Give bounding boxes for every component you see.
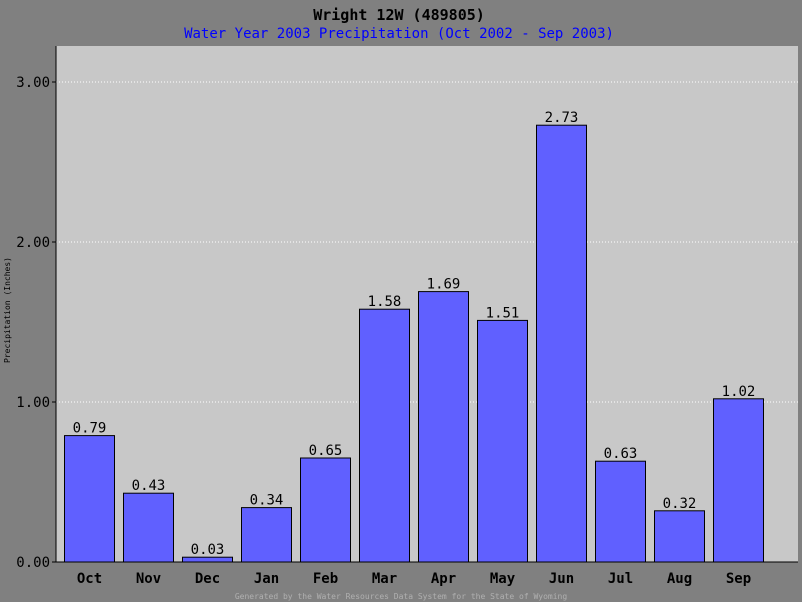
bar [241, 507, 292, 563]
bar [477, 319, 528, 563]
bar [713, 398, 764, 563]
chart-subtitle: Water Year 2003 Precipitation (Oct 2002 … [184, 26, 614, 42]
bar [536, 124, 587, 563]
bar-value-label: 0.34 [250, 493, 284, 509]
x-tick-label: Oct [77, 571, 102, 587]
x-tick-label: Jan [254, 571, 279, 587]
bar [123, 492, 174, 563]
bar [64, 435, 115, 563]
y-tick-label: 2.00 [16, 235, 50, 251]
bar [418, 291, 469, 563]
bar-value-label: 0.43 [132, 478, 166, 494]
y-axis-label: Precipitation (Inches) [3, 257, 12, 363]
bar-value-label: 0.63 [604, 446, 638, 462]
bars-layer [64, 124, 764, 563]
labels-layer: 0.00 1.00 2.00 3.00 0.79 Oct 0.43 Nov 0.03 Dec 0.3… [16, 75, 755, 587]
bar-value-label: 1.58 [368, 294, 402, 310]
x-tick-label: Dec [195, 571, 220, 587]
x-tick-label: Feb [313, 571, 338, 587]
chart-title: Wright 12W (489805) [313, 6, 485, 24]
bar-value-label: 0.79 [73, 421, 107, 437]
bar-value-label: 1.51 [486, 305, 520, 321]
x-tick-label: Jun [549, 571, 574, 587]
bar [654, 510, 705, 563]
bar [359, 308, 410, 563]
x-tick-label: Aug [667, 571, 692, 587]
x-tick-label: Nov [136, 571, 161, 587]
y-tick-label: 1.00 [16, 395, 50, 411]
bar-value-label: 1.69 [427, 277, 461, 293]
y-tick-label: 3.00 [16, 75, 50, 91]
bar-value-label: 0.32 [663, 496, 697, 512]
bar-value-label: 2.73 [545, 110, 579, 126]
y-tick-label: 0.00 [16, 555, 50, 571]
bar-value-label: 0.03 [191, 542, 225, 558]
x-tick-label: Sep [726, 571, 751, 587]
bar [595, 460, 646, 563]
grid-layer [52, 81, 798, 563]
x-tick-label: Jul [608, 571, 633, 587]
x-tick-label: May [490, 571, 516, 587]
bar-value-label: 0.65 [309, 443, 343, 459]
footer-credit: Generated by the Water Resources Data Sy… [235, 592, 568, 601]
bar [300, 457, 351, 563]
bar-value-label: 1.02 [722, 384, 756, 400]
x-tick-label: Apr [431, 571, 456, 587]
x-tick-label: Mar [372, 571, 397, 587]
